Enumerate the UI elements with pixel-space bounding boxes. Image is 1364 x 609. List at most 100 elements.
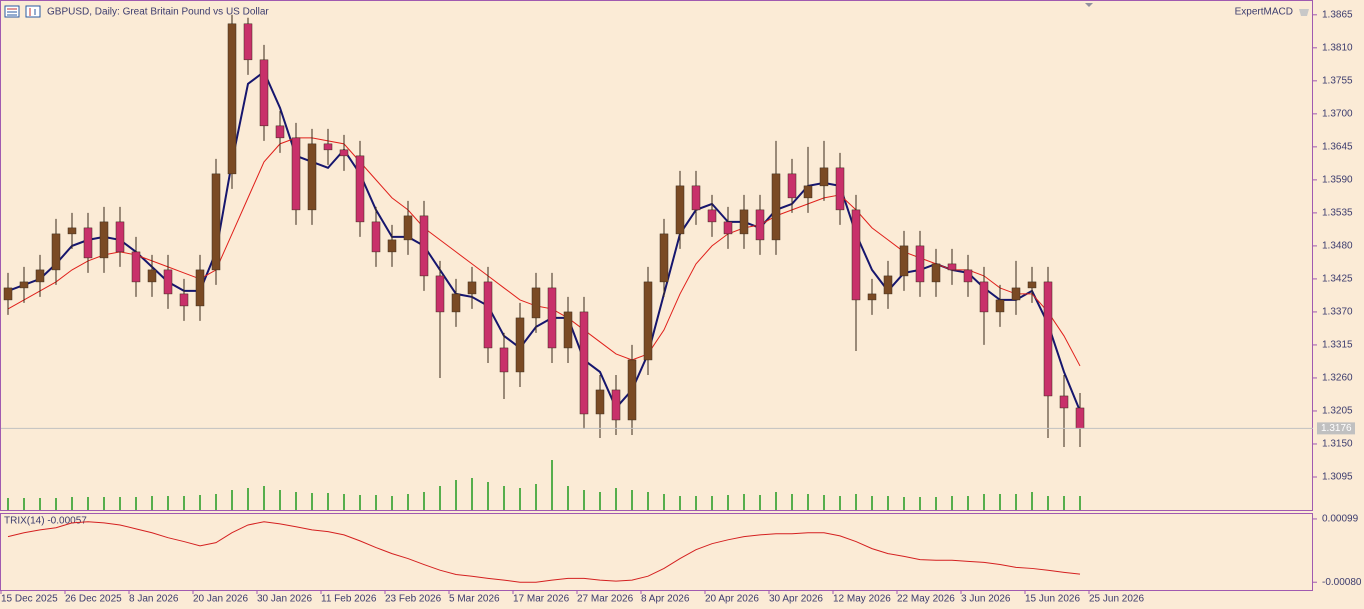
y-tick-label: 1.3810 <box>1322 42 1353 53</box>
candle-body <box>547 287 557 349</box>
x-tick-label: 27 Mar 2026 <box>577 594 634 605</box>
menu-icon[interactable] <box>4 5 20 18</box>
candle-body <box>835 167 845 211</box>
candle-body <box>131 251 141 283</box>
x-tick-label: 5 Mar 2026 <box>449 594 500 605</box>
x-tick-label: 11 Feb 2026 <box>321 594 377 605</box>
candle-body <box>179 293 189 307</box>
x-tick-label: 12 May 2026 <box>833 594 891 605</box>
candle-body <box>563 311 573 349</box>
chart-icon[interactable] <box>25 5 41 18</box>
main-frame <box>0 0 1313 511</box>
y-tick-label: 1.3205 <box>1322 406 1353 417</box>
y-tick-label: 1.3755 <box>1322 75 1353 86</box>
candle-body <box>243 23 253 61</box>
y-tick-label: 1.3700 <box>1322 108 1353 119</box>
candle-body <box>67 227 77 235</box>
candle-body <box>99 221 109 259</box>
candle-body <box>899 245 909 277</box>
candle-body <box>515 317 525 373</box>
candle-body <box>579 311 589 415</box>
candle-body <box>739 209 749 235</box>
y-tick-label: 1.3480 <box>1322 241 1353 252</box>
candle-body <box>771 173 781 241</box>
candle-body <box>355 155 365 223</box>
candle-body <box>627 359 637 421</box>
candle-body <box>867 293 877 301</box>
x-tick-label: 26 Dec 2025 <box>65 594 122 605</box>
x-tick-label: 15 Dec 2025 <box>1 594 58 605</box>
candle-body <box>611 389 621 421</box>
candle-body <box>1027 281 1037 289</box>
x-tick-label: 3 Jun 2026 <box>961 594 1011 605</box>
symbol-title: GBPUSD, Daily: Great Britain Pound vs US… <box>47 7 269 18</box>
candle-body <box>211 173 221 271</box>
candle-body <box>531 287 541 319</box>
candle-body <box>259 59 269 127</box>
candle-body <box>163 269 173 295</box>
y2-tick-label: 0.00099 <box>1322 514 1359 525</box>
candle-body <box>291 137 301 211</box>
y-tick-label: 1.3590 <box>1322 175 1353 186</box>
candle-body <box>787 173 797 199</box>
x-tick-label: 30 Apr 2026 <box>769 594 823 605</box>
candle-body <box>307 143 317 211</box>
candle-body <box>979 281 989 313</box>
candle-body <box>323 143 333 151</box>
candle-body <box>947 263 957 271</box>
candle-body <box>1011 287 1021 301</box>
x-tick-label: 20 Apr 2026 <box>705 594 759 605</box>
expert-icon <box>1299 9 1309 16</box>
candle-body <box>915 245 925 283</box>
candle-body <box>851 209 861 301</box>
candle-body <box>451 293 461 313</box>
candle-body <box>499 347 509 373</box>
candle-body <box>35 269 45 283</box>
last-price-label: 1.3176 <box>1321 423 1352 434</box>
candle-body <box>755 209 765 241</box>
candle-body <box>195 269 205 307</box>
candle-body <box>227 23 237 175</box>
last-price-box <box>1317 422 1355 435</box>
candle-body <box>483 281 493 349</box>
x-tick-label: 23 Feb 2026 <box>385 594 442 605</box>
candle-body <box>147 269 157 283</box>
candle-body <box>387 239 397 253</box>
candle-body <box>707 209 717 223</box>
candle-body <box>419 215 429 277</box>
y-tick-label: 1.3865 <box>1322 9 1353 20</box>
candle-body <box>803 185 813 199</box>
candle-body <box>963 269 973 283</box>
y2-tick-label: -0.00080 <box>1322 577 1362 588</box>
candle-body <box>3 287 13 301</box>
candle-body <box>1075 407 1085 429</box>
candle-body <box>723 221 733 235</box>
candle-body <box>1043 281 1053 397</box>
candle-body <box>275 125 285 139</box>
candle-body <box>819 167 829 187</box>
candle-body <box>371 221 381 253</box>
y-tick-label: 1.3535 <box>1322 208 1353 219</box>
y-tick-label: 1.3150 <box>1322 439 1353 450</box>
candle-body <box>19 281 29 289</box>
candle-body <box>339 149 349 157</box>
x-tick-label: 25 Jun 2026 <box>1089 594 1144 605</box>
candle-body <box>1059 395 1069 409</box>
candle-body <box>115 221 125 253</box>
candle-body <box>659 233 669 283</box>
x-tick-label: 15 Jun 2026 <box>1025 594 1080 605</box>
moving-average <box>7 70 1081 412</box>
y-tick-label: 1.3425 <box>1322 274 1353 285</box>
expert-name: ExpertMACD <box>1235 7 1293 18</box>
shift-marker <box>1085 3 1093 7</box>
candle-body <box>595 389 605 415</box>
candle-body <box>643 281 653 361</box>
indicator-title: TRIX(14) -0.00057 <box>4 516 87 527</box>
candle-body <box>691 185 701 211</box>
candle-body <box>931 263 941 283</box>
candle-body <box>51 233 61 271</box>
y-tick-label: 1.3095 <box>1322 472 1353 483</box>
y-tick-label: 1.3370 <box>1322 307 1353 318</box>
y-tick-label: 1.3645 <box>1322 141 1353 152</box>
y-tick-label: 1.3260 <box>1322 373 1353 384</box>
